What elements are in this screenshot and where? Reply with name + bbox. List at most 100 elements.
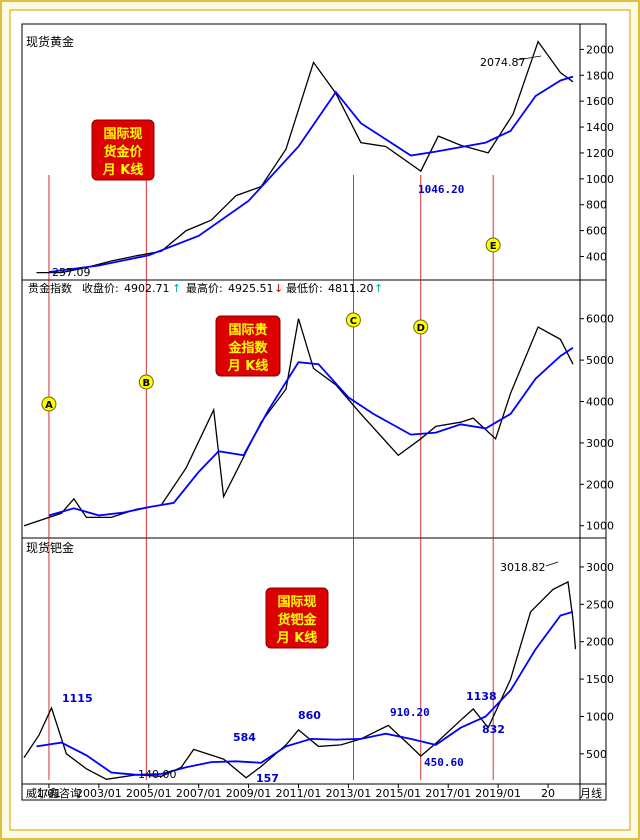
marker-letter: E xyxy=(490,241,497,252)
x-tick-label: 1/01 xyxy=(37,787,62,800)
y-tick-label: 500 xyxy=(586,748,607,761)
x-axis: 威尔鑫咨询 1/01 2003/01 2005/01 2007/01 2009/01 20… xyxy=(26,784,602,800)
event-markers: A B C D E xyxy=(41,237,501,412)
index-close-value: 4902.71 xyxy=(124,282,170,295)
label-pd-2006: 584 xyxy=(233,731,256,744)
marker-circle xyxy=(41,396,57,412)
x-axis-labels: 1/01 2003/01 2005/01 2007/01 2009/01 2011/01 2… xyxy=(37,784,555,800)
label-pd-2001: 1115 xyxy=(62,692,93,705)
x-tick-label: 2003/01 xyxy=(76,787,122,800)
y-tick-label: 400 xyxy=(586,250,607,263)
x-tick-label: 2015/01 xyxy=(375,787,421,800)
y-tick-label: 1200 xyxy=(586,147,614,160)
y-tick-label: 1500 xyxy=(586,673,614,686)
y-tick-label: 3000 xyxy=(586,437,614,450)
y-tick-label: 1600 xyxy=(586,95,614,108)
index-up-arrow-2: ↑ xyxy=(374,282,383,295)
label-pd-2014: 910.20 xyxy=(390,706,430,719)
gold-price-line xyxy=(36,40,574,274)
label-gold-low: 1046.20 xyxy=(418,183,464,196)
y-tick-label: 1000 xyxy=(586,710,614,723)
badge-palladium: 国际现 货钯金 月 K线 xyxy=(265,587,329,649)
x-axis-suffix: 月线 xyxy=(580,786,602,800)
y-tick-label: 5000 xyxy=(586,354,614,367)
panel-title-palladium: 现货钯金 xyxy=(26,540,74,555)
badge-palladium-box xyxy=(265,587,329,649)
marker-letter: D xyxy=(417,323,425,334)
index-ma-line xyxy=(48,346,574,517)
guide-lines xyxy=(48,175,494,780)
index-price-line xyxy=(23,318,574,527)
x-tick-label: 2005/01 xyxy=(126,787,172,800)
index-low-value: 4811.20 xyxy=(328,282,374,295)
y-tick-label: 6000 xyxy=(586,313,614,326)
index-header: 贵金指数 收盘价: 4902.71 ↑ 最高价: 4925.51 ↓ 最低价: … xyxy=(28,281,383,295)
palladium-ma-line xyxy=(36,610,574,776)
index-low-label: 最低价: xyxy=(286,282,323,295)
label-pd-2010: 860 xyxy=(298,709,321,722)
index-name: 贵金指数 xyxy=(28,281,72,295)
badge-palladium-line-2: 货钯金 xyxy=(277,612,317,628)
x-tick-label: 20 xyxy=(541,787,555,800)
y-tick-label: 600 xyxy=(586,225,607,238)
x-tick-label: 2009/01 xyxy=(226,787,272,800)
panel-gold: 现货黄金 400 600 800 1000 1200 1400 1600 1800 2000 国… xyxy=(26,34,614,279)
badge-gold-line-2: 货金价 xyxy=(103,144,143,160)
label-pd-2008: 157 xyxy=(256,772,279,785)
marker-letter: B xyxy=(142,378,150,389)
x-tick-label: 2011/01 xyxy=(276,787,322,800)
badge-index-line-1: 国际贵 xyxy=(228,322,267,338)
y-tick-label: 2000 xyxy=(586,43,614,56)
marker-circle xyxy=(138,374,154,390)
badge-palladium-line-1: 国际现 xyxy=(277,595,316,610)
marker-circle xyxy=(413,319,429,335)
badge-gold-box xyxy=(91,119,155,181)
y-tick-label: 2000 xyxy=(586,478,614,491)
index-high-label: 最高价: xyxy=(186,281,223,295)
y-axis-palladium: 500 1000 1500 2000 2500 3000 xyxy=(580,561,614,761)
label-pd-2016: 450.60 xyxy=(424,756,464,769)
index-high-value: 4925.51 xyxy=(228,282,274,295)
y-tick-label: 1800 xyxy=(586,69,614,82)
y-tick-label: 800 xyxy=(586,199,607,212)
label-gold-high-pointer xyxy=(516,55,542,61)
gold-ma-line xyxy=(48,75,574,273)
badge-index: 国际贵 金指数 月 K线 xyxy=(215,315,281,377)
x-tick-label: 2013/01 xyxy=(326,787,372,800)
panel-title-gold: 现货黄金 xyxy=(26,34,74,49)
x-tick-label: 2017/01 xyxy=(425,787,471,800)
panel-index: 贵金指数 收盘价: 4902.71 ↑ 最高价: 4925.51 ↓ 最低价: … xyxy=(23,281,614,533)
badge-gold-line-3: 月 K线 xyxy=(102,162,144,178)
label-pd-2017: 1138 xyxy=(466,690,497,703)
marker-letter: C xyxy=(350,316,357,327)
label-pd-2022: 3018.82 xyxy=(500,561,546,574)
label-pd-2018: 832 xyxy=(482,723,505,736)
y-tick-label: 1000 xyxy=(586,520,614,533)
y-tick-label: 2000 xyxy=(586,636,614,649)
marker-letter: A xyxy=(45,400,53,411)
y-tick-label: 1000 xyxy=(586,173,614,186)
footer-brand: 威尔鑫咨询 xyxy=(26,786,81,800)
label-pd-2003: 140.00 xyxy=(138,768,177,781)
label-gold-start: 257.09 xyxy=(52,266,91,279)
index-up-arrow: ↑ xyxy=(172,282,181,295)
panel-palladium: 现货钯金 500 1000 1500 2000 2500 3000 国际现 货钯金 月 K… xyxy=(23,540,614,785)
badge-index-line-2: 金指数 xyxy=(227,340,268,356)
badge-palladium-line-3: 月 K线 xyxy=(276,630,318,646)
y-tick-label: 3000 xyxy=(586,561,614,574)
badge-gold: 国际现 货金价 月 K线 xyxy=(91,119,155,181)
x-tick-label: 2007/01 xyxy=(176,787,222,800)
badge-index-line-3: 月 K线 xyxy=(227,358,269,374)
marker-circle xyxy=(345,312,361,328)
y-tick-label: 2500 xyxy=(586,598,614,611)
badge-index-box xyxy=(215,315,281,377)
palladium-price-line xyxy=(23,580,577,780)
badge-gold-line-1: 国际现 xyxy=(103,127,142,142)
y-tick-label: 4000 xyxy=(586,396,614,409)
x-tick-label: 2019/01 xyxy=(475,787,521,800)
y-axis-index: 1000 2000 3000 4000 5000 6000 xyxy=(580,313,614,533)
index-down-arrow: ↓ xyxy=(274,282,283,295)
label-gold-high: 2074.87 xyxy=(480,56,526,69)
label-pd-2022-pointer xyxy=(545,561,559,567)
